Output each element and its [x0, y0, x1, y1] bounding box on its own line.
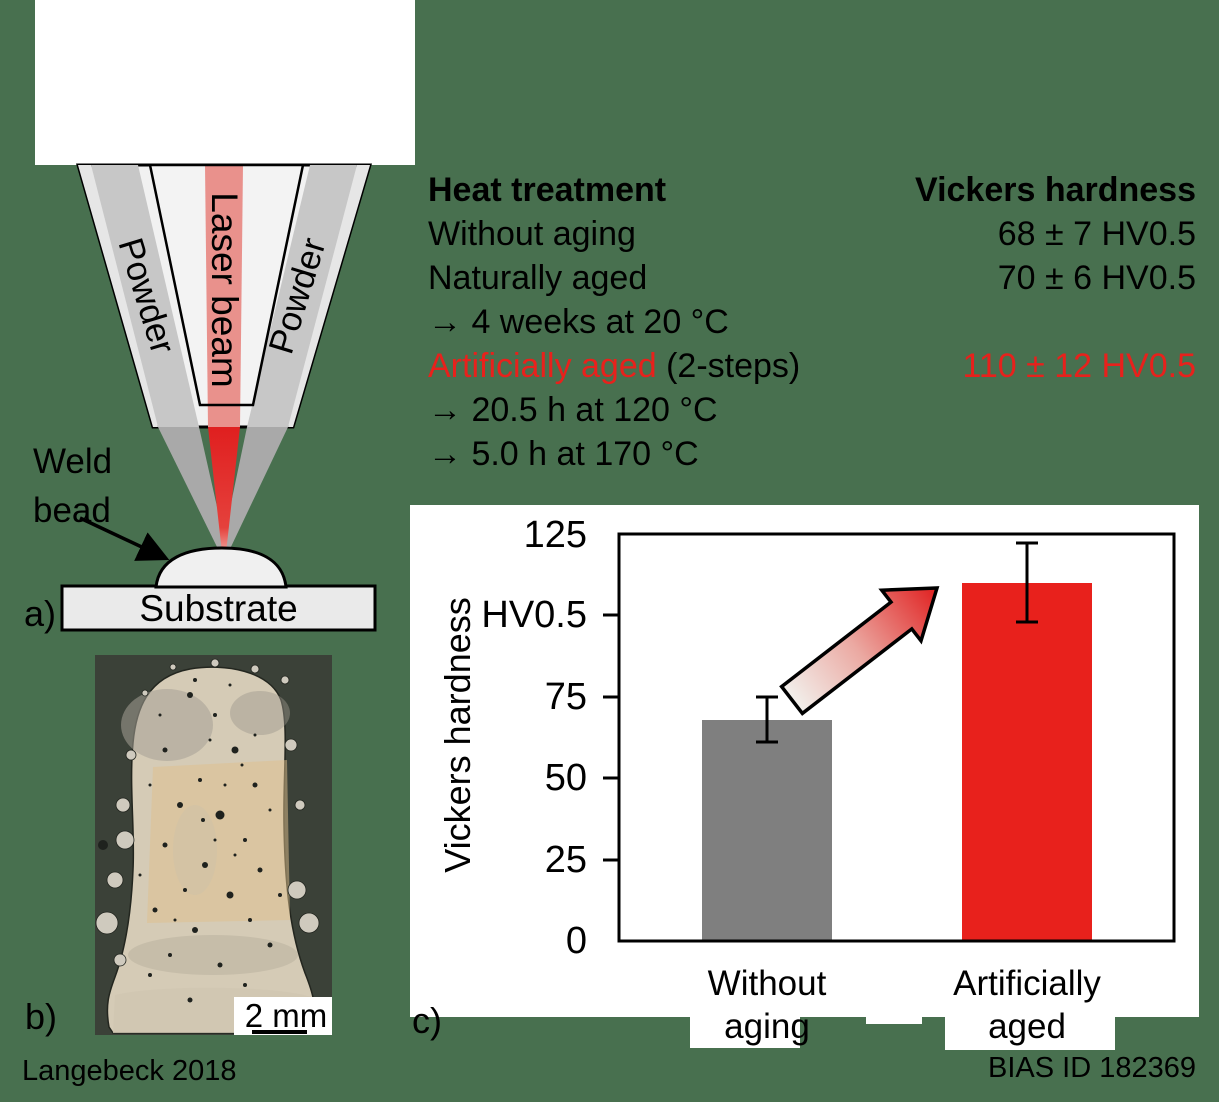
table-row: Naturally aged 70 ± 6 HV0.5: [428, 256, 1196, 300]
panel-b-letter: b): [25, 996, 58, 1037]
row-hardness: 68 ± 7 HV0.5: [997, 215, 1196, 253]
substrate-label: Substrate: [139, 588, 298, 629]
bead-gray-zone-top: [121, 689, 213, 761]
substrate-shape: [60, 584, 377, 632]
y-axis-title: Vickers hardness: [437, 597, 478, 873]
powder-channel-right: [247, 165, 357, 427]
scale-bar-label: 2 mm: [244, 997, 328, 1034]
row-hardness: 70 ± 6 HV0.5: [997, 259, 1196, 297]
row-treatment: → 5.0 h at 170 °C: [428, 435, 699, 473]
row-treatment: → 20.5 h at 120 °C: [428, 391, 718, 429]
powder-stream-right: [221, 427, 288, 551]
chart-label-tab-right: [945, 1017, 1115, 1050]
satellite-particles: [95, 658, 320, 967]
bead-light-streak: [173, 805, 217, 895]
table-row: → 20.5 h at 120 °C: [428, 388, 1196, 432]
powder-stream-left: [158, 427, 227, 551]
table-header-row: Heat treatment Vickers hardness: [428, 168, 1196, 212]
plot-frame: [617, 532, 1176, 943]
ytick-unit-hv05: HV0.5: [481, 594, 587, 636]
laser-beam-label: Laser beam: [204, 192, 245, 388]
error-bar-without-aging: [756, 695, 778, 744]
laser-cladding-diagram: [60, 163, 377, 632]
weld-bead-pointer-arrow: [79, 516, 170, 561]
laser-head-box: [35, 0, 415, 165]
laser-beam-band: [205, 165, 243, 427]
row-hardness: 110 ± 12 HV0.5: [962, 347, 1196, 385]
panel-c-letter: c): [412, 1000, 442, 1041]
row-treatment: → 4 weeks at 20 °C: [428, 303, 729, 341]
weld-bead-label: Weld bead: [33, 437, 112, 535]
figure-id: BIAS ID 182369: [988, 1052, 1196, 1084]
table-row-highlight: Artificially aged (2-steps) 110 ± 12 HV0…: [428, 344, 1196, 388]
category-line1: Without: [707, 964, 827, 1003]
artificially-aged-label: Artificially aged: [428, 347, 657, 385]
ytick-50: 50: [544, 757, 587, 799]
scale-bar-line: [252, 1030, 307, 1034]
laser-beam-focus: [208, 427, 240, 553]
table-header-left: Heat treatment: [428, 171, 667, 209]
ytick-0: 0: [565, 920, 587, 962]
author-credit: Langebeck 2018: [22, 1055, 237, 1087]
weld-bead-micrograph: [95, 655, 332, 1035]
chart-label-tab-small: [866, 1017, 922, 1024]
weld-bead-label-line2: bead: [33, 491, 111, 530]
weld-bead-label-line1: Weld: [33, 442, 113, 481]
inner-cone-outline: [148, 163, 305, 407]
row-treatment: Without aging: [428, 215, 636, 253]
increase-arrow: [779, 586, 940, 716]
category-label-artificially-aged: Artificially aged: [917, 962, 1137, 1048]
table-row: → 5.0 h at 170 °C: [428, 432, 1196, 476]
nozzle-wall-right: [288, 165, 370, 427]
bar-without-aging: [702, 720, 832, 941]
ytick-75: 75: [544, 676, 587, 718]
chart-label-tab-left: [690, 1017, 800, 1048]
powder-channel-left: [91, 165, 199, 427]
panel-a-letter: a): [24, 593, 57, 634]
ytick-25: 25: [544, 839, 587, 881]
bead-gray-zone-top-right: [230, 691, 290, 735]
hardness-bar-chart: [603, 532, 1176, 943]
scale-bar-box: [234, 997, 332, 1035]
table-row: Without aging 68 ± 7 HV0.5: [428, 212, 1196, 256]
error-bar-artificially-aged: [1016, 541, 1038, 624]
category-line2: aging: [724, 1007, 810, 1046]
category-label-without-aging: Without aging: [657, 962, 877, 1048]
bead-gray-zone-bottom: [128, 935, 298, 975]
category-line2: aged: [988, 1007, 1066, 1046]
bar-artificially-aged: [962, 583, 1092, 941]
row-treatment: Artificially aged (2-steps): [428, 344, 800, 388]
table-row: → 4 weeks at 20 °C: [428, 300, 1196, 344]
bead-tan-zone: [147, 760, 290, 923]
category-line1: Artificially: [953, 964, 1101, 1003]
y-axis-ticks: [603, 613, 619, 862]
table-header-right: Vickers hardness: [915, 171, 1196, 209]
ytick-125: 125: [523, 514, 587, 556]
weld-bead-shape: [154, 546, 288, 589]
row-treatment: Naturally aged: [428, 259, 648, 297]
two-steps-note: (2-steps): [656, 347, 801, 385]
nozzle-wall-left: [78, 165, 158, 427]
bead-pores: [98, 678, 282, 1003]
heat-treatment-table: Heat treatment Vickers hardness Without …: [428, 168, 1196, 476]
